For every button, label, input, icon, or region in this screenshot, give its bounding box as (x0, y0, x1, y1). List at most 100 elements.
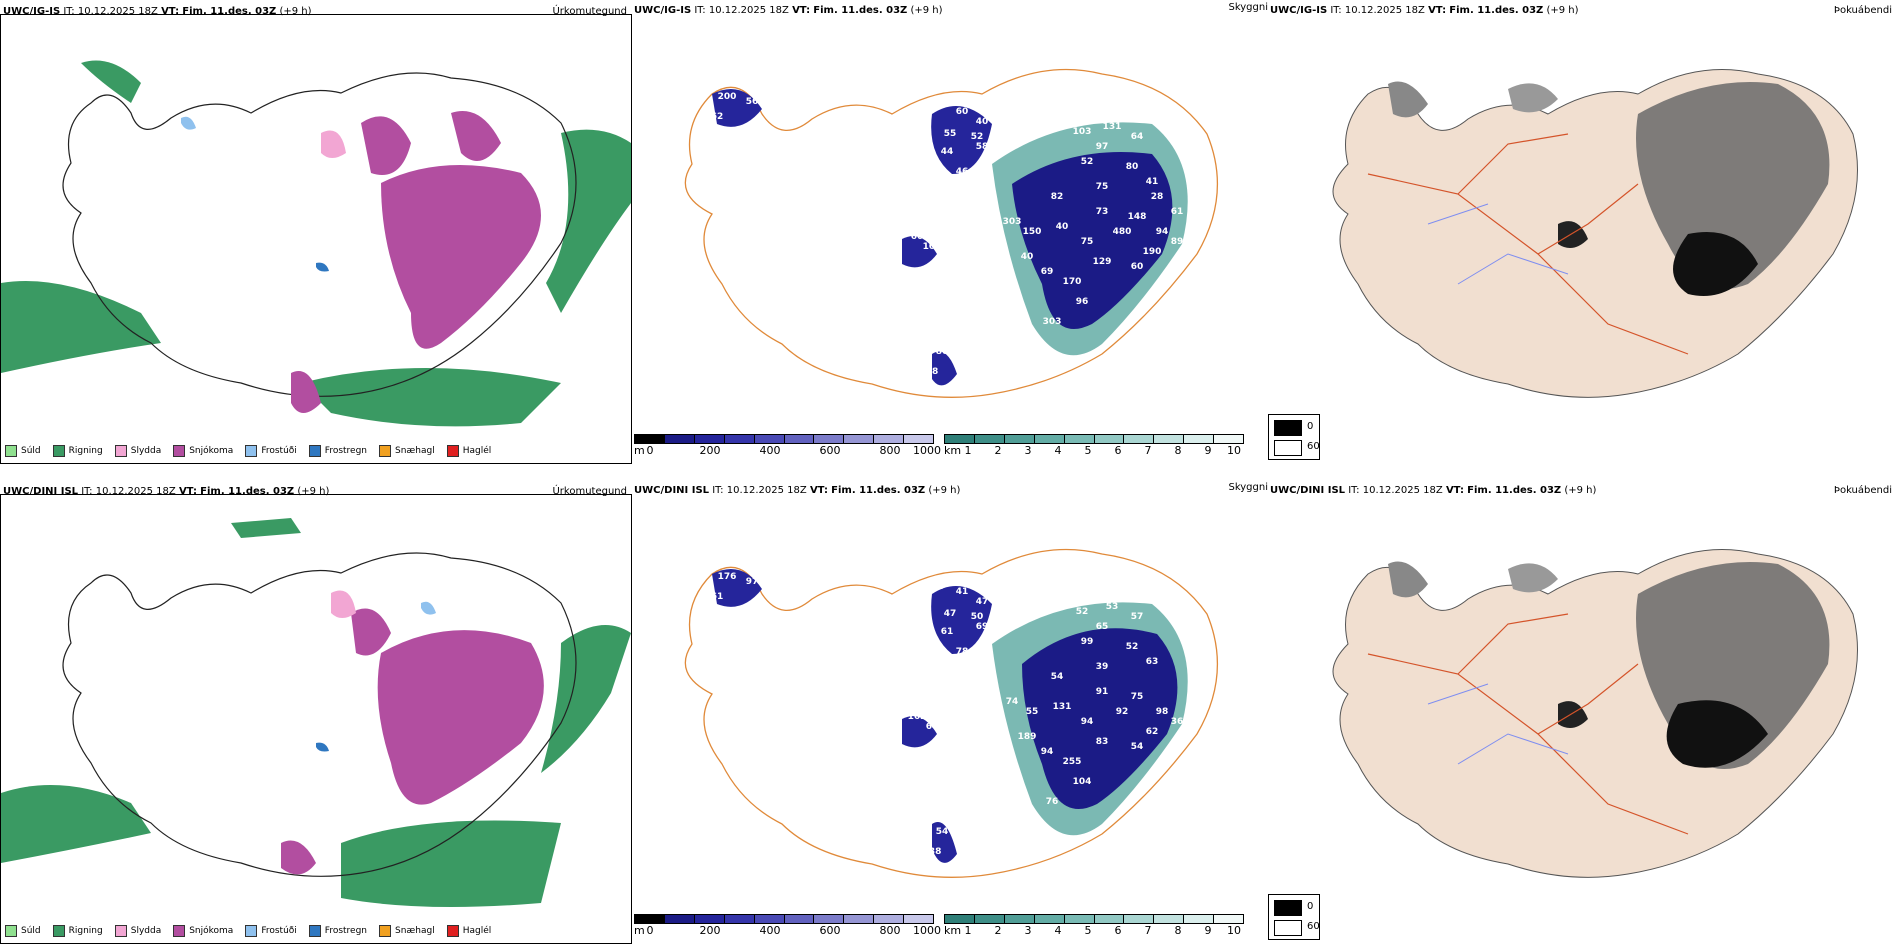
snow-depth-label: 83 (1096, 737, 1109, 747)
panel-title: Þokuábendi (1833, 485, 1892, 496)
row1: UWC/IG-IS IT: 10.12.2025 18Z VT: Fim. 11… (0, 0, 1900, 470)
row2: UWC/DINI ISL IT: 10.12.2025 18Z VT: Fim.… (0, 480, 1900, 950)
snow-depth-label: 94 (1156, 227, 1169, 237)
precip-legend: Súld Rigning Slydda Snjókoma Frostúði Fr… (5, 925, 491, 937)
snow-depth-label: 40 (976, 117, 989, 127)
legend-item: Slydda (114, 925, 161, 937)
snow-depth-label: 61 (711, 592, 724, 602)
snow-depth-label: 28 (1151, 192, 1164, 202)
snow-depth-label: 53 (1106, 602, 1119, 612)
frzdrizzle-area (181, 116, 196, 130)
legend-swatch (245, 445, 258, 457)
snow-depth-label: 52 (971, 132, 984, 142)
snow-depth-label: 80 (1126, 162, 1139, 172)
fog-swatch (1274, 900, 1302, 916)
snow-depth-label: 176 (718, 572, 737, 582)
snow-depth-label: 21 (956, 362, 969, 372)
snow-area (361, 116, 411, 175)
road-network (1367, 133, 1689, 355)
colorbar (944, 914, 1244, 924)
snow-depth-label: 40 (1021, 252, 1034, 262)
fog-legend: 0 60 (1268, 414, 1320, 460)
fog-area (1666, 700, 1768, 768)
legend-item: Frostregn (308, 445, 367, 457)
snow-depth-label: 36 (1171, 717, 1184, 727)
sleet-area (321, 130, 346, 158)
snow-depth-label: 78 (926, 367, 939, 377)
frzrain-area (316, 262, 329, 272)
snow-depth-label: 65 (971, 182, 984, 192)
run-info: UWC/DINI ISL IT: 10.12.2025 18Z VT: Fim.… (3, 486, 330, 497)
legend-item: Súld (5, 445, 41, 457)
snow-depth-label: 56 (746, 97, 759, 107)
frzrain-area (316, 742, 329, 752)
snow-depth-label: 41 (1146, 177, 1159, 187)
snow-depth-label: 80 (931, 102, 944, 112)
snow-depth-label: 56 (1066, 592, 1079, 602)
snow-depth-label: 52 (1081, 157, 1094, 167)
snow-depth-label: 131 (1053, 702, 1072, 712)
iceland-outline (684, 68, 1219, 398)
snow-depth-colorbar: m 0 200 400 600 800 1000 (634, 914, 941, 937)
snow-depth-label: 97 (746, 577, 759, 587)
panel-header: UWC/IG-IS IT: 10.12.2025 18Z VT: Fim. 11… (632, 0, 1268, 18)
visibility-colorbar: km 1 2 3 4 5 6 7 8 9 10 (944, 434, 1244, 457)
unit: m (634, 444, 645, 457)
precip-type-panel-row1: UWC/IG-IS IT: 10.12.2025 18Z VT: Fim. 11… (0, 6, 632, 464)
snow-depth-label: 99 (1081, 637, 1094, 647)
panel-title: Skyggni (1228, 2, 1268, 13)
legend-swatch (5, 925, 17, 937)
snow-area (351, 608, 391, 656)
snow-depth-area (902, 236, 937, 268)
snow-depth-label: 94 (1081, 717, 1094, 727)
fog-area (1388, 561, 1428, 598)
snow-depth-label: 98 (1156, 707, 1169, 717)
precip-legend: Súld Rigning Slydda Snjókoma Frostúði Fr… (5, 445, 491, 457)
snow-depth-area (1022, 628, 1178, 809)
visibility-panel-row1: UWC/IG-IS IT: 10.12.2025 18Z VT: Fim. 11… (632, 2, 1320, 464)
snow-depth-label: 35 (956, 842, 969, 852)
legend-item: Haglél (446, 925, 491, 937)
run-info: UWC/DINI ISL IT: 10.12.2025 18Z VT: Fim.… (1270, 485, 1597, 496)
snow-depth-label: 91 (1096, 687, 1109, 697)
run-info: UWC/IG-IS IT: 10.12.2025 18Z VT: Fim. 11… (1270, 5, 1579, 16)
snow-depth-label: 55 (944, 129, 957, 139)
snow-depth-area (931, 586, 992, 654)
colorbar (634, 914, 934, 924)
snow-depth-label: 54 (936, 827, 949, 837)
snow-depth-label: 82 (1051, 192, 1064, 202)
snow-depth-label: 170 (1063, 277, 1082, 287)
snow-depth-label: 54 (1131, 742, 1144, 752)
snow-depth-label: 39 (1096, 662, 1109, 672)
colorbar-ticks: km 1 2 3 4 5 6 7 8 9 10 (944, 924, 1241, 937)
snow-depth-label: 150 (1023, 227, 1042, 237)
fog-legend: 0 60 (1268, 894, 1320, 940)
fog-area (1508, 563, 1558, 593)
panel-header: UWC/DINI ISL IT: 10.12.2025 18Z VT: Fim.… (1268, 480, 1900, 498)
snow-depth-label: 69 (976, 622, 989, 632)
snow-depth-label: 104 (923, 242, 942, 252)
snow-depth-label: 80 (936, 347, 949, 357)
snow-depth-area (932, 822, 957, 863)
panel-title: Úrkomutegund (552, 486, 627, 497)
snow-depth-area (902, 716, 937, 748)
fog-swatch (1274, 440, 1302, 456)
snow-area (281, 840, 316, 875)
river-network (1427, 203, 1569, 285)
legend-item: Slydda (114, 445, 161, 457)
snow-depth-label: 75 (1081, 237, 1094, 247)
snow-depth-label: 44 (941, 147, 954, 157)
fog-panel-row1: UWC/IG-IS IT: 10.12.2025 18Z VT: Fim. 11… (1268, 5, 1900, 464)
snow-depth-label: 96 (1076, 297, 1089, 307)
snow-depth-label: 69 (1041, 267, 1054, 277)
snow-depth-label: 60 (1131, 262, 1144, 272)
legend-item: Rigning (52, 925, 103, 937)
snow-depth-area (712, 89, 762, 127)
legend-swatch (308, 925, 321, 937)
rain-area (546, 129, 631, 313)
snow-depth-label: 52 (1076, 607, 1089, 617)
snow-depth-label: 55 (1026, 707, 1039, 717)
